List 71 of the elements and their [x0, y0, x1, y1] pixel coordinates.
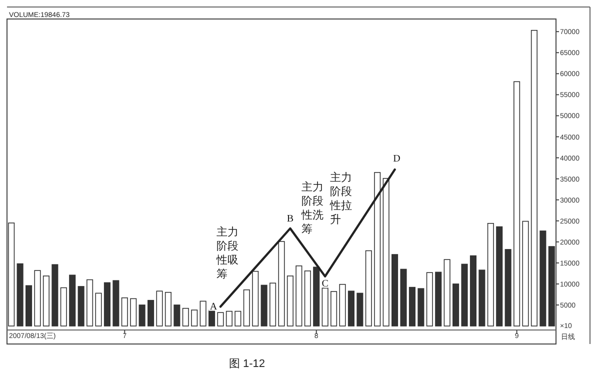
- bar: [182, 308, 189, 326]
- bar: [470, 255, 476, 326]
- bar: [426, 272, 433, 326]
- annotation: 主力阶段性拉升: [328, 170, 352, 226]
- bar: [530, 30, 538, 326]
- bar: [435, 272, 442, 326]
- bar: [444, 259, 450, 326]
- bar: [452, 284, 460, 326]
- bar: [52, 264, 58, 326]
- annotation: 主力阶段性吸筹: [216, 226, 238, 281]
- bar: [496, 226, 503, 326]
- bar: [400, 268, 407, 326]
- bar: [148, 300, 154, 326]
- bar: [382, 178, 390, 326]
- bar: [322, 288, 328, 326]
- bar: [278, 241, 285, 326]
- bar: [296, 265, 302, 326]
- bar: [392, 254, 398, 326]
- bar: [478, 270, 486, 326]
- annotation: D: [393, 154, 400, 165]
- bar: [42, 276, 50, 326]
- bar: [69, 274, 76, 326]
- bar: [408, 286, 416, 326]
- bar: [217, 312, 224, 326]
- bar: [112, 280, 120, 326]
- bar: [200, 300, 206, 326]
- bar: [374, 172, 381, 326]
- bar: [86, 279, 94, 326]
- bar: [540, 230, 546, 326]
- bar: [8, 222, 15, 326]
- bar: [348, 290, 354, 326]
- bar: [522, 220, 529, 326]
- bar: [60, 287, 67, 326]
- annotation: C: [322, 278, 329, 290]
- annotation: 主力阶段性洗筹: [300, 180, 324, 236]
- bar: [26, 285, 32, 326]
- bar: [252, 270, 259, 326]
- bar: [514, 81, 520, 326]
- caption: 图 1-12: [228, 358, 265, 370]
- bar: [34, 270, 41, 326]
- bar: [304, 270, 311, 326]
- bar: [208, 310, 216, 326]
- bar: [260, 284, 268, 326]
- bar: [234, 310, 242, 326]
- bar: [270, 282, 276, 326]
- bar: [174, 304, 180, 326]
- bar: [313, 266, 320, 326]
- bar: [130, 298, 137, 326]
- bar: [286, 276, 294, 326]
- bar: [418, 288, 424, 326]
- bar: [356, 292, 364, 326]
- bar: [138, 304, 146, 326]
- bar: [487, 222, 494, 326]
- bar: [461, 264, 468, 326]
- annotation: B: [286, 213, 294, 224]
- bar: [191, 310, 198, 326]
- bar: [330, 291, 338, 326]
- bar: [339, 284, 346, 326]
- bar: [243, 289, 250, 326]
- bar: [548, 246, 555, 326]
- bar: [95, 292, 102, 326]
- bar: [164, 292, 172, 326]
- bar: [156, 290, 163, 326]
- bar: [104, 282, 110, 326]
- bar: [78, 286, 84, 326]
- bar: [226, 310, 232, 326]
- annotation: A: [210, 302, 218, 313]
- bar: [16, 263, 24, 326]
- bar: [121, 297, 128, 326]
- bar: [365, 250, 372, 326]
- bar: [504, 249, 512, 326]
